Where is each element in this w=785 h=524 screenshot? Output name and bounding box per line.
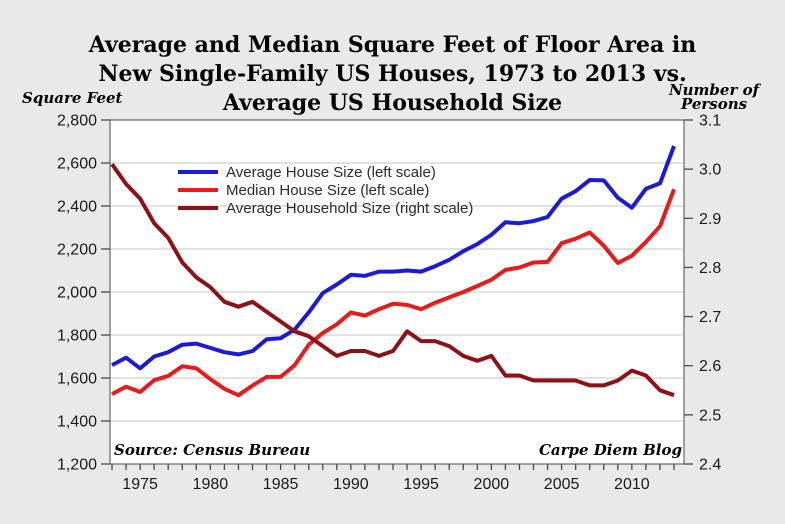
legend-line-median-house-size-icon (178, 188, 218, 192)
right-tick-label: 2.8 (699, 260, 721, 277)
source-note: Source: Census Bureau (114, 441, 311, 459)
chart-title-line3: Average US Household Size (222, 90, 563, 116)
right-tick-label: 2.9 (699, 211, 721, 228)
right-tick-label: 2.4 (699, 457, 721, 474)
right-axis-unit-label: Number of Persons (664, 81, 764, 113)
right-tick-label: 3.0 (699, 162, 721, 179)
series-line-average-household-size (110, 163, 675, 398)
right-tick-label: 3.1 (699, 113, 721, 130)
left-axis-unit-label: Square Feet (22, 89, 123, 107)
chart-title-line1: Average and Median Square Feet of Floor … (88, 32, 697, 58)
axis-ticks (101, 119, 693, 470)
x-tick-label: 2000 (474, 476, 510, 493)
legend: Average House Size (left scale) Median H… (178, 163, 473, 217)
right-axis-unit-line2: Persons (680, 95, 748, 113)
legend-item-average-household-size: Average Household Size (right scale) (178, 199, 473, 217)
x-tick-label: 2010 (614, 476, 650, 493)
legend-line-average-house-size-icon (178, 170, 218, 174)
left-tick-label: 1,400 (57, 414, 97, 431)
x-tick-label: 1990 (333, 476, 369, 493)
legend-line-average-household-size-icon (178, 206, 218, 210)
left-tick-label: 2,400 (57, 199, 97, 216)
right-tick-label: 2.5 (699, 407, 721, 424)
axis-tick-labels: 2,800 2,600 2,400 2,200 2,000 1,800 1,600 1,400… (57, 113, 721, 494)
left-tick-label: 1,600 (57, 371, 97, 388)
right-axis-unit-line1: Number of (668, 81, 760, 99)
left-tick-label: 1,200 (57, 457, 97, 474)
series-line-median-house-size (111, 188, 676, 398)
right-tick-label: 2.7 (699, 309, 721, 326)
x-tick-label: 1995 (403, 476, 439, 493)
x-tick-label: 1985 (263, 476, 299, 493)
legend-item-average-house-size: Average House Size (left scale) (178, 163, 473, 181)
x-tick-label: 2005 (544, 476, 580, 493)
legend-label-average-household-size: Average Household Size (right scale) (226, 199, 474, 217)
legend-item-median-house-size: Median House Size (left scale) (178, 181, 473, 199)
left-tick-label: 2,000 (57, 285, 97, 302)
x-tick-label: 1980 (193, 476, 229, 493)
x-tick-label: 1975 (122, 476, 158, 493)
chart-title-line2: New Single-Family US Houses, 1973 to 201… (98, 61, 687, 87)
legend-label-median-house-size: Median House Size (left scale) (226, 181, 430, 199)
left-tick-label: 2,600 (57, 156, 97, 173)
legend-label-average-house-size: Average House Size (left scale) (226, 163, 436, 181)
right-tick-label: 2.6 (699, 358, 721, 375)
left-tick-label: 1,800 (57, 328, 97, 345)
left-tick-label: 2,800 (57, 113, 97, 130)
chart-title: Average and Median Square Feet of Floor … (0, 31, 785, 118)
credit-note: Carpe Diem Blog (538, 441, 682, 459)
series-line-average-house-size (111, 145, 676, 371)
left-tick-label: 2,200 (57, 242, 97, 259)
